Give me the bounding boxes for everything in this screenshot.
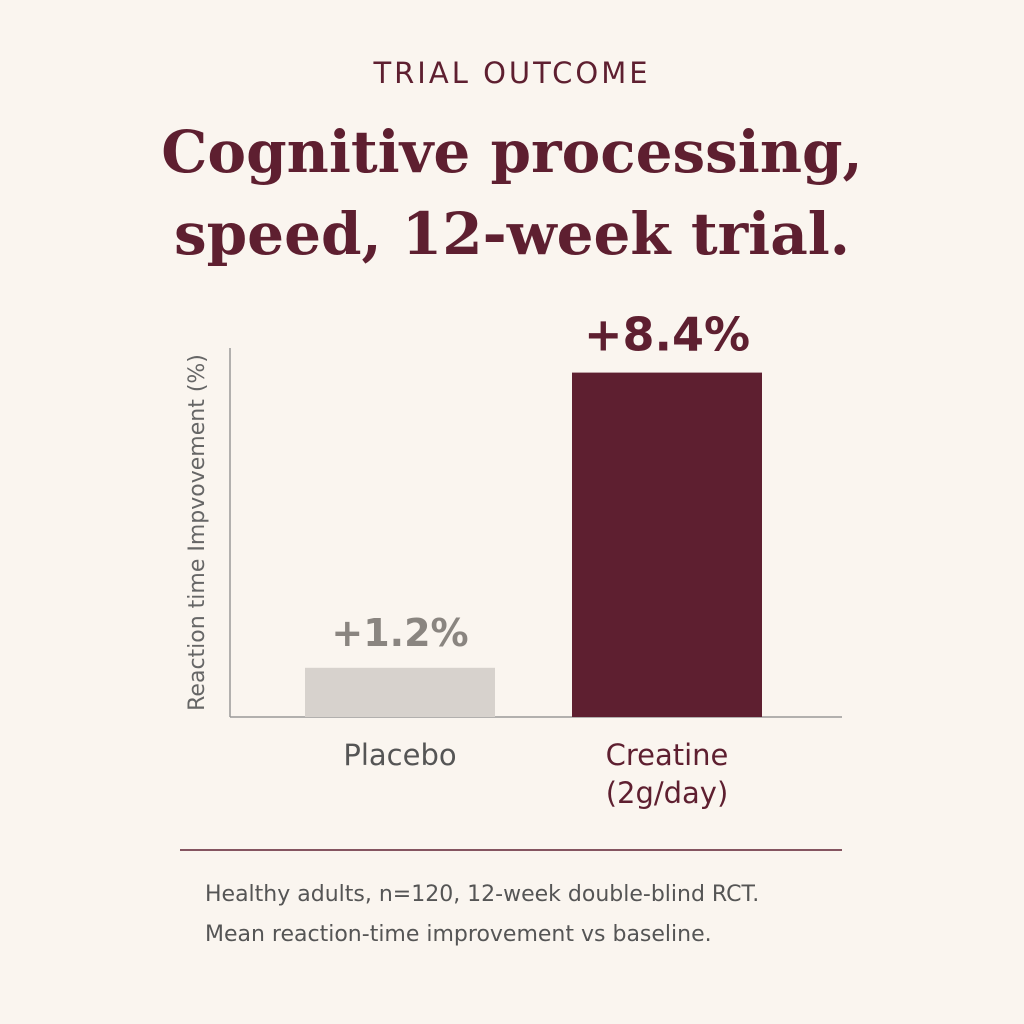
x-tick-label: Placebo	[343, 738, 457, 772]
y-axis-label: Reaction time Impvovement (%)	[185, 354, 210, 711]
value-label: +8.4%	[584, 308, 750, 362]
note: Healthy adults, n=120, 12-week double-bl…	[205, 882, 760, 907]
x-tick-label: Creatine (2g/day)	[605, 738, 729, 810]
bar	[572, 372, 762, 717]
title-line: Cognitive processing,	[161, 118, 863, 186]
note: Mean reaction-time improvement vs baseli…	[205, 922, 712, 947]
title-line: speed, 12-week trial.	[173, 200, 851, 268]
bar	[305, 667, 495, 717]
value-label: +1.2%	[331, 611, 468, 655]
subtitle: TRIAL OUTCOME	[373, 56, 651, 90]
